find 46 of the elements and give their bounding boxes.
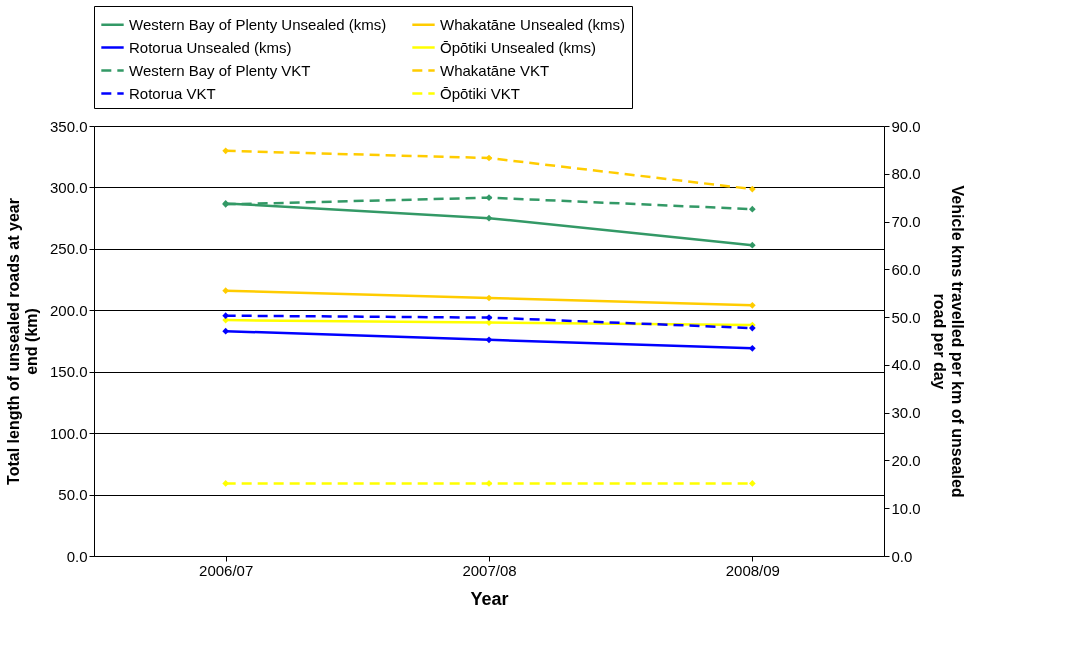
y2-tick-label: 90.0 — [891, 117, 921, 135]
y-tick-label: 350.0 — [49, 117, 88, 135]
x-axis-title: Year — [470, 588, 509, 609]
point — [748, 302, 756, 309]
y-tick-label: 0.0 — [66, 547, 88, 565]
legend-label: Ōpōtiki Unsealed (kms) — [440, 38, 596, 56]
point — [485, 154, 493, 162]
point — [485, 294, 493, 302]
point — [222, 312, 230, 320]
x-tick-label: 2006/07 — [199, 561, 254, 579]
point — [748, 345, 756, 352]
y2-tick-label: 10.0 — [891, 499, 921, 517]
y2-axis-title: Vehicle kms travelled per km of unsealed road per day — [930, 185, 966, 498]
y2-tick-label: 50.0 — [891, 308, 921, 326]
point — [222, 327, 230, 335]
y2-tick-label: 0.0 — [891, 547, 913, 565]
x-tick-label: 2008/09 — [725, 561, 780, 579]
legend-label: Whakatāne VKT — [440, 61, 550, 79]
y2-tick-label: 70.0 — [891, 213, 921, 231]
y-tick-label: 150.0 — [49, 363, 88, 381]
y-tick-label: 200.0 — [49, 301, 88, 319]
point — [748, 480, 756, 487]
y-tick-label: 300.0 — [49, 178, 88, 196]
point — [485, 336, 493, 344]
y2-tick-label: 60.0 — [891, 260, 921, 278]
x-tick-label: 2007/08 — [462, 561, 517, 579]
legend-label: Whakatāne Unsealed (kms) — [440, 15, 626, 33]
legend-label: Ōpōtiki VKT — [440, 84, 521, 102]
legend-label: Rotorua VKT — [129, 84, 216, 102]
point — [748, 185, 756, 193]
y2-tick-label: 20.0 — [891, 451, 921, 469]
point — [748, 205, 756, 213]
point — [222, 287, 230, 294]
point — [485, 214, 493, 222]
legend-label: Western Bay of Plenty Unsealed (kms) — [129, 15, 387, 33]
y2-tick-label: 40.0 — [891, 356, 921, 374]
point — [485, 194, 493, 202]
y-tick-label: 250.0 — [49, 240, 88, 258]
y2-tick-label: 30.0 — [891, 404, 921, 422]
y-tick-label: 50.0 — [58, 486, 88, 504]
y-tick-label: 100.0 — [49, 424, 88, 442]
point — [222, 480, 230, 487]
y2-tick-label: 80.0 — [891, 165, 921, 183]
legend-label: Western Bay of Plenty VKT — [129, 61, 311, 79]
legend-label: Rotorua Unsealed (kms) — [129, 38, 292, 56]
y-axis-title: Total length of unsealed roads at year end (km) — [4, 198, 40, 485]
